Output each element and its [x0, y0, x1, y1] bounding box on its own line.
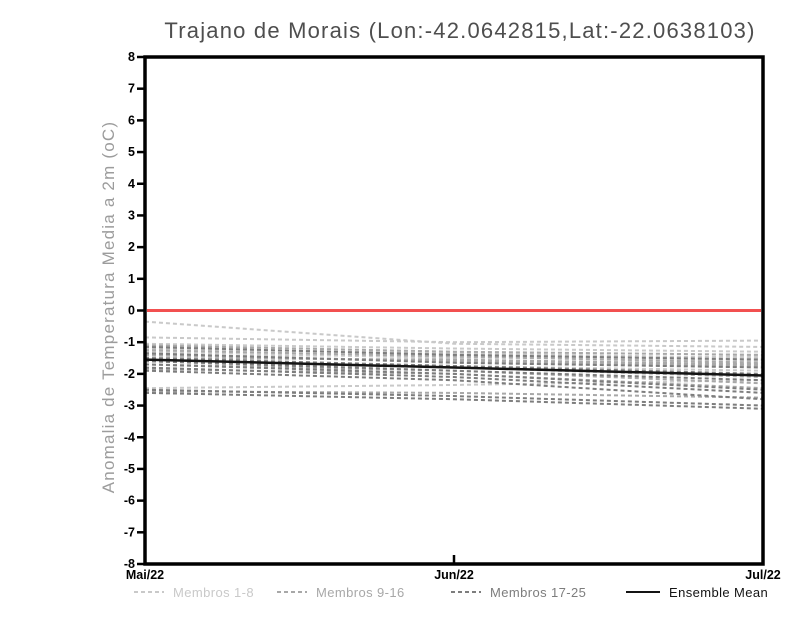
ensemble-member-line-group-1 — [144, 347, 764, 360]
ensemble-member-line-group-3 — [144, 388, 764, 407]
y-axis-tick-label: -8 — [124, 557, 135, 571]
ensemble-member-line-group-2 — [144, 353, 764, 367]
chart-title: Trajano de Morais (Lon:-42.0642815,Lat:-… — [164, 18, 756, 43]
legend-swatch-dashed-icon — [451, 591, 481, 593]
ensemble-member-line-group-3 — [144, 366, 764, 394]
legend-entry-ensemble-mean: Ensemble Mean — [625, 583, 768, 601]
y-axis-tick-label: -7 — [124, 525, 135, 539]
ensemble-member-line-group-3 — [144, 363, 764, 391]
y-axis-tick-label: 0 — [128, 304, 135, 318]
ensemble-mean-line — [144, 358, 764, 377]
ensemble-member-line-group-3 — [144, 357, 764, 375]
y-axis-tick-label: 7 — [128, 82, 135, 96]
ensemble-member-line-group-1 — [144, 336, 764, 344]
legend-entry-membros-9-16: Membros 9-16 — [276, 583, 405, 601]
legend-label: Membros 17-25 — [490, 584, 587, 600]
legend-entry-membros-1-8: Membros 1-8 — [133, 583, 254, 601]
ensemble-member-line-group-2 — [144, 390, 764, 399]
legend-swatch-dashed-icon — [277, 591, 307, 593]
y-axis-tick-label: 2 — [128, 240, 135, 254]
ensemble-member-line-group-2 — [144, 349, 764, 364]
ensemble-member-line-group-3 — [144, 352, 764, 369]
x-axis-tick-label: Jun/22 — [434, 568, 474, 582]
chart-legend: Membros 1-8 Membros 9-16 Membros 17-25 E… — [0, 583, 800, 603]
legend-swatch-dashed-icon — [134, 591, 164, 593]
y-axis-tick-label: -1 — [124, 335, 135, 349]
ensemble-member-line-group-2 — [144, 357, 764, 366]
ensemble-member-line-group-1 — [144, 320, 764, 348]
y-axis-tick-label: 3 — [128, 208, 135, 222]
ensemble-member-line-group-1 — [144, 350, 764, 360]
ensemble-member-line-group-3 — [144, 360, 764, 382]
y-axis-tick-label: -3 — [124, 399, 135, 413]
y-axis-tick-label: -6 — [124, 494, 135, 508]
y-axis-tick-label: 8 — [128, 50, 135, 64]
legend-entry-membros-17-25: Membros 17-25 — [450, 583, 586, 601]
y-axis-tick-label: 1 — [128, 272, 135, 286]
ensemble-member-line-group-1 — [144, 379, 764, 390]
legend-label: Ensemble Mean — [669, 584, 769, 600]
y-axis-tick-label: 5 — [128, 145, 135, 159]
legend-swatch-solid-icon — [626, 591, 660, 593]
y-axis-tick-label: -5 — [124, 462, 135, 476]
ensemble-member-line-group-2 — [144, 344, 764, 356]
ensemble-member-line-group-3 — [144, 369, 764, 401]
x-axis-tick-label: Jul/22 — [745, 568, 780, 582]
ensemble-member-line-group-1 — [144, 342, 764, 353]
legend-label: Membros 9-16 — [316, 584, 405, 600]
y-axis-tick-label: 4 — [128, 177, 135, 191]
legend-label: Membros 1-8 — [173, 584, 254, 600]
y-axis-tick-label: -2 — [124, 367, 135, 381]
ensemble-member-line-group-3 — [144, 391, 764, 410]
y-axis-tick-label: 6 — [128, 113, 135, 127]
x-axis-tick-label: Mai/22 — [126, 568, 164, 582]
y-axis-tick-label: -4 — [124, 430, 135, 444]
ensemble-member-line-group-3 — [144, 345, 764, 361]
